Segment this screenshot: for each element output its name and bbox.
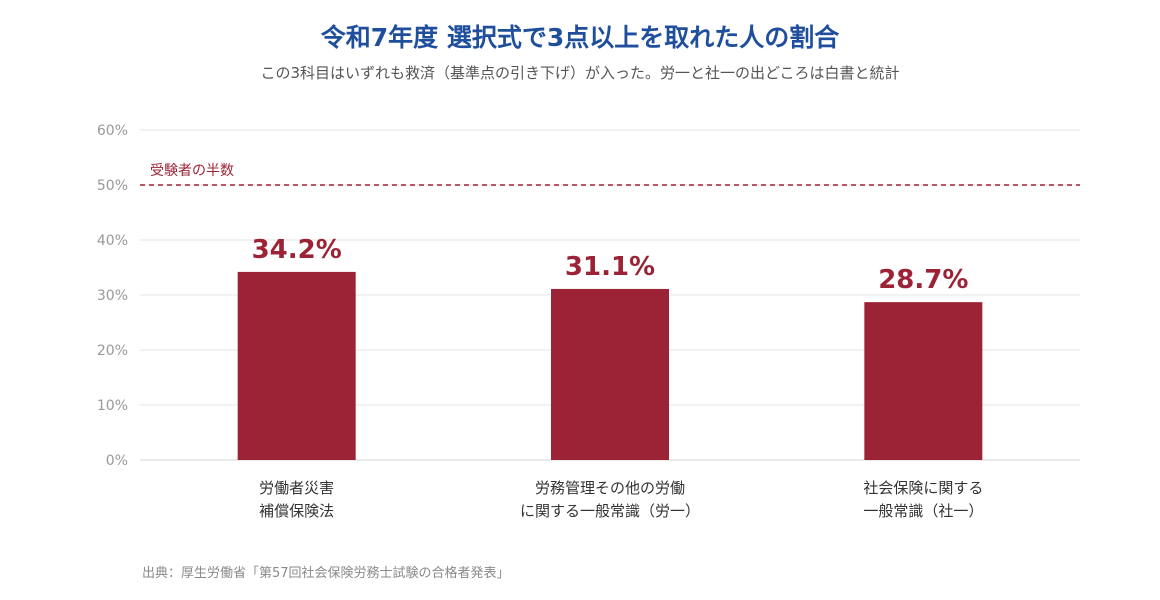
data-label: 28.7%: [878, 265, 968, 295]
chart-subtitle: この3科目はいずれも救済（基準点の引き下げ）が入った。労一と社一の出どころは白書…: [260, 64, 900, 82]
y-tick-label: 10%: [97, 398, 128, 414]
y-tick-label: 0%: [106, 453, 128, 469]
chart-title: 令和7年度 選択式で3点以上を取れた人の割合: [320, 23, 840, 52]
y-tick-label: 50%: [97, 178, 128, 194]
reference-line-label: 受験者の半数: [150, 163, 234, 179]
x-tick-label: 労務管理その他の労働: [535, 479, 685, 497]
x-tick-label: 労働者災害: [259, 479, 334, 497]
bar: [864, 302, 983, 460]
data-label: 31.1%: [565, 252, 655, 282]
data-label: 34.2%: [252, 235, 342, 265]
x-tick-label: 補償保険法: [259, 502, 334, 520]
y-tick-label: 30%: [97, 288, 128, 304]
bar: [237, 271, 356, 460]
bar: [551, 288, 669, 460]
x-tick-label: 社会保険に関する: [863, 479, 983, 497]
x-tick-label: 一般常識（社一）: [863, 502, 983, 520]
y-tick-label: 20%: [97, 343, 128, 359]
source-note: 出典：厚生労働省「第57回社会保険労務士試験の合格者発表」: [142, 566, 510, 581]
y-tick-label: 60%: [97, 123, 128, 139]
x-tick-label: に関する一般常識（労一）: [520, 502, 700, 520]
y-tick-label: 40%: [97, 233, 128, 249]
